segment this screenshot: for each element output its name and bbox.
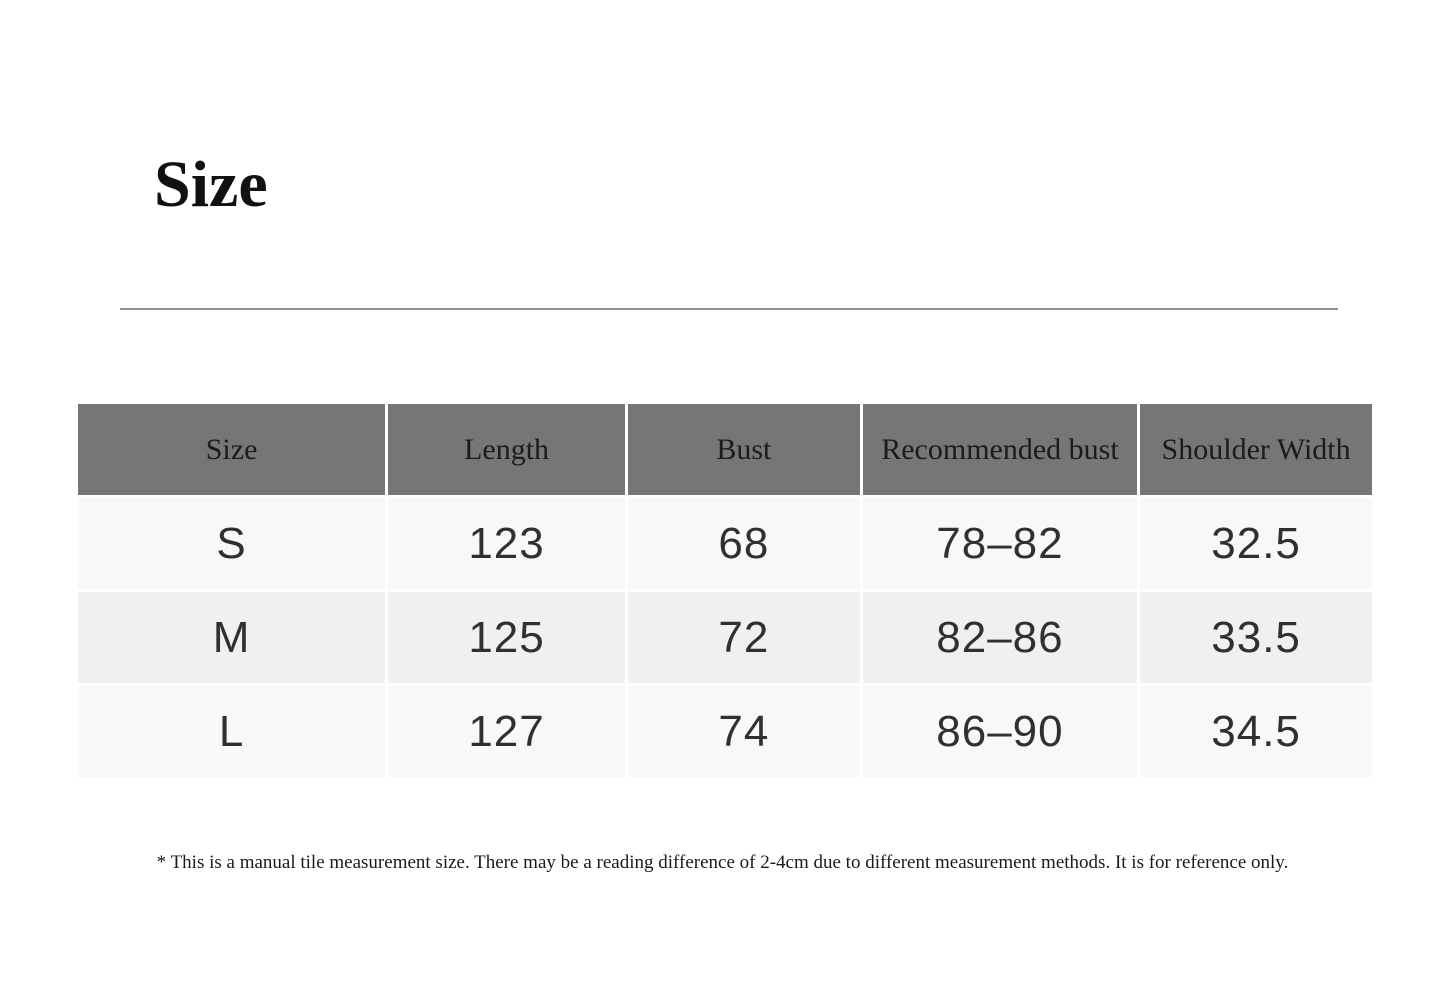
page-title: Size bbox=[154, 148, 268, 221]
header-cell-length: Length bbox=[388, 404, 625, 495]
table-header-row: Size Length Bust Recommended bust Should… bbox=[78, 404, 1372, 495]
size-table: Size Length Bust Recommended bust Should… bbox=[75, 401, 1375, 780]
cell-size-l: L bbox=[78, 686, 386, 777]
cell-recommended-bust-l: 86–90 bbox=[862, 686, 1138, 777]
header-cell-recommended-bust: Recommended bust bbox=[862, 404, 1138, 495]
cell-bust-m: 72 bbox=[627, 592, 860, 683]
cell-length-s: 123 bbox=[388, 498, 625, 589]
header-cell-bust: Bust bbox=[627, 404, 860, 495]
cell-length-l: 127 bbox=[388, 686, 625, 777]
header-cell-shoulder-width: Shoulder Width bbox=[1140, 404, 1372, 495]
table-row-m: M 125 72 82–86 33.5 bbox=[78, 592, 1372, 683]
cell-recommended-bust-m: 82–86 bbox=[862, 592, 1138, 683]
header-cell-size: Size bbox=[78, 404, 386, 495]
cell-bust-s: 68 bbox=[627, 498, 860, 589]
cell-length-m: 125 bbox=[388, 592, 625, 683]
title-divider bbox=[120, 308, 1338, 310]
cell-shoulder-width-m: 33.5 bbox=[1140, 592, 1372, 683]
cell-shoulder-width-s: 32.5 bbox=[1140, 498, 1372, 589]
measurement-note: * This is a manual tile measurement size… bbox=[156, 852, 1289, 873]
table-row-s: S 123 68 78–82 32.5 bbox=[78, 498, 1372, 589]
cell-size-m: M bbox=[78, 592, 386, 683]
cell-bust-l: 74 bbox=[627, 686, 860, 777]
cell-shoulder-width-l: 34.5 bbox=[1140, 686, 1372, 777]
cell-recommended-bust-s: 78–82 bbox=[862, 498, 1138, 589]
cell-size-s: S bbox=[78, 498, 386, 589]
table-row-l: L 127 74 86–90 34.5 bbox=[78, 686, 1372, 777]
